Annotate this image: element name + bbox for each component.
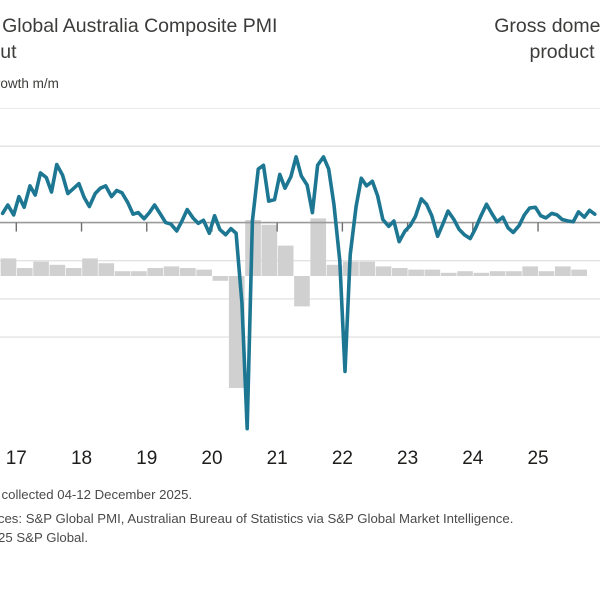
x-axis-label-22: 22 [331, 448, 353, 469]
chart-footer: Data collected 04-12 December 2025. Sour… [0, 486, 600, 566]
chart-header: S&P Global Australia Composite PMI Outpu… [0, 0, 600, 108]
footer-data-collected: Data collected 04-12 December 2025. [0, 487, 193, 502]
pmi-line [0, 155, 597, 431]
x-axis-label-19: 19 [136, 448, 158, 469]
x-axis-label-23: 23 [397, 448, 419, 469]
footer-sources: Sources: S&P Global PMI, Australian Bure… [0, 511, 514, 526]
x-axis-label-17: 17 [5, 448, 27, 469]
chart-svg [0, 108, 600, 431]
x-axis-label-18: 18 [70, 448, 93, 469]
chart-title-left: S&P Global Australia Composite PMI Outpu… [0, 15, 278, 63]
x-axis-label-24: 24 [462, 448, 484, 469]
x-axis-label-21: 21 [266, 448, 288, 469]
x-axis-label-25: 25 [527, 448, 549, 469]
chart-x-axis: 17 18 19 20 21 22 23 24 25 [0, 448, 600, 476]
chart-plot-area [0, 108, 600, 444]
gdp-bars [0, 218, 587, 388]
chart-subtitle-left: 50 = growth m/m [0, 76, 59, 91]
x-axis-label-20: 20 [201, 448, 223, 469]
chart-title-right: Gross domestic product [494, 15, 600, 63]
footer-copyright: © 2025 S&P Global. [0, 530, 88, 545]
